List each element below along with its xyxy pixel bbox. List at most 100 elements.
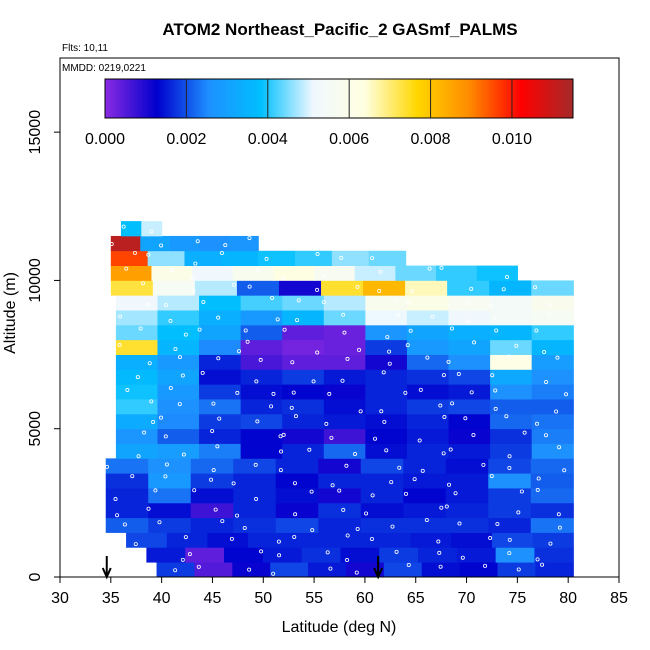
sample-point	[209, 477, 214, 482]
sample-point	[535, 557, 540, 562]
sample-point	[177, 355, 182, 360]
heatmap-cell	[365, 443, 408, 459]
heatmap-cell	[490, 310, 533, 326]
sample-point	[193, 261, 198, 266]
heatmap-cell	[403, 458, 447, 474]
heatmap-cell	[531, 428, 574, 444]
heatmap-cell	[224, 547, 264, 563]
sample-point	[190, 276, 195, 281]
heatmap-cell	[248, 532, 290, 548]
sample-point	[292, 534, 297, 539]
sample-point	[258, 357, 263, 362]
sample-point	[389, 480, 394, 485]
sample-point	[379, 409, 384, 414]
sample-point	[378, 269, 383, 274]
sample-point	[492, 315, 497, 320]
heatmap-cell	[395, 265, 437, 281]
sample-point	[456, 372, 461, 377]
sample-point	[168, 318, 173, 323]
sample-point	[213, 507, 218, 512]
sample-point	[339, 255, 344, 260]
heatmap-cell	[445, 502, 489, 519]
colorbar-tick-label: 0.004	[248, 131, 288, 148]
sample-point	[494, 328, 499, 333]
sample-point	[345, 558, 350, 563]
heatmap-cell	[318, 517, 362, 533]
sample-point	[536, 476, 541, 481]
sample-point	[191, 289, 196, 294]
heatmap-cell	[275, 473, 319, 489]
heatmap-cell	[146, 547, 186, 563]
sample-point	[410, 289, 415, 294]
heatmap-cell	[199, 324, 242, 341]
heatmap-cell	[323, 310, 366, 326]
heatmap-cell	[491, 532, 534, 548]
heatmap-cell	[199, 235, 230, 252]
heatmap-cell	[199, 399, 242, 415]
heatmap-cell	[531, 310, 574, 326]
heatmap-cell	[318, 488, 362, 504]
heatmap-cell	[232, 265, 275, 281]
sample-point	[177, 402, 182, 407]
sample-point	[547, 302, 552, 307]
sample-point	[309, 489, 314, 494]
heatmap-cell	[476, 265, 518, 281]
sample-point	[275, 317, 280, 322]
heatmap-cell	[240, 399, 283, 415]
heatmap-cell	[489, 280, 532, 296]
heatmap-cell	[488, 502, 532, 519]
sample-point	[446, 359, 451, 364]
sample-point	[448, 447, 453, 452]
sample-point	[315, 287, 320, 292]
heatmap-cell	[282, 324, 325, 341]
sample-point	[173, 347, 178, 352]
heatmap-cell	[447, 280, 490, 296]
heatmap-cell	[190, 458, 234, 474]
heatmap-cell	[403, 473, 447, 489]
x-axis: 30 35 40 45 50 55 60 65 70 75 80 85	[51, 577, 628, 607]
heatmap-cell	[233, 517, 277, 533]
heatmap-cell	[490, 428, 533, 444]
sample-point	[547, 312, 552, 317]
sample-point	[132, 250, 137, 255]
heatmap-cell	[488, 458, 532, 474]
heatmap-cell	[495, 547, 536, 563]
heatmap-cell	[340, 547, 380, 563]
sample-point	[341, 312, 346, 317]
sample-point	[436, 539, 441, 544]
heatmap-cell	[383, 562, 423, 577]
heatmap-cell	[115, 324, 159, 341]
heatmap-cell	[406, 399, 450, 415]
sample-point	[173, 568, 178, 573]
sample-point	[441, 451, 446, 456]
sample-point	[364, 511, 369, 516]
heatmap-cell	[534, 547, 574, 563]
sample-point	[340, 378, 345, 383]
sample-point	[534, 328, 539, 333]
heatmap-cell	[448, 413, 491, 430]
heatmap-cell	[323, 369, 366, 385]
heatmap-cell	[405, 280, 448, 296]
heatmap-cell	[403, 517, 447, 533]
sample-point	[254, 379, 259, 384]
sample-point	[370, 256, 375, 261]
heatmap-cell	[530, 502, 574, 519]
sample-point	[444, 504, 449, 509]
heatmap-cell	[258, 250, 296, 266]
sample-point	[118, 314, 123, 319]
y-tick-label: 5000	[27, 411, 44, 447]
sample-point	[281, 432, 286, 437]
sample-point	[516, 567, 521, 572]
sample-point	[183, 332, 188, 337]
sample-point	[136, 454, 141, 459]
heatmap-cell	[403, 488, 447, 504]
heatmap-cell	[282, 339, 325, 355]
sample-point	[519, 489, 524, 494]
heatmap-cell	[120, 221, 142, 237]
sample-point	[358, 409, 363, 414]
heatmap-cell	[531, 339, 574, 355]
sample-point	[516, 510, 521, 515]
heatmap-cell	[110, 250, 149, 266]
sample-point	[464, 301, 469, 306]
sample-point	[460, 555, 465, 560]
